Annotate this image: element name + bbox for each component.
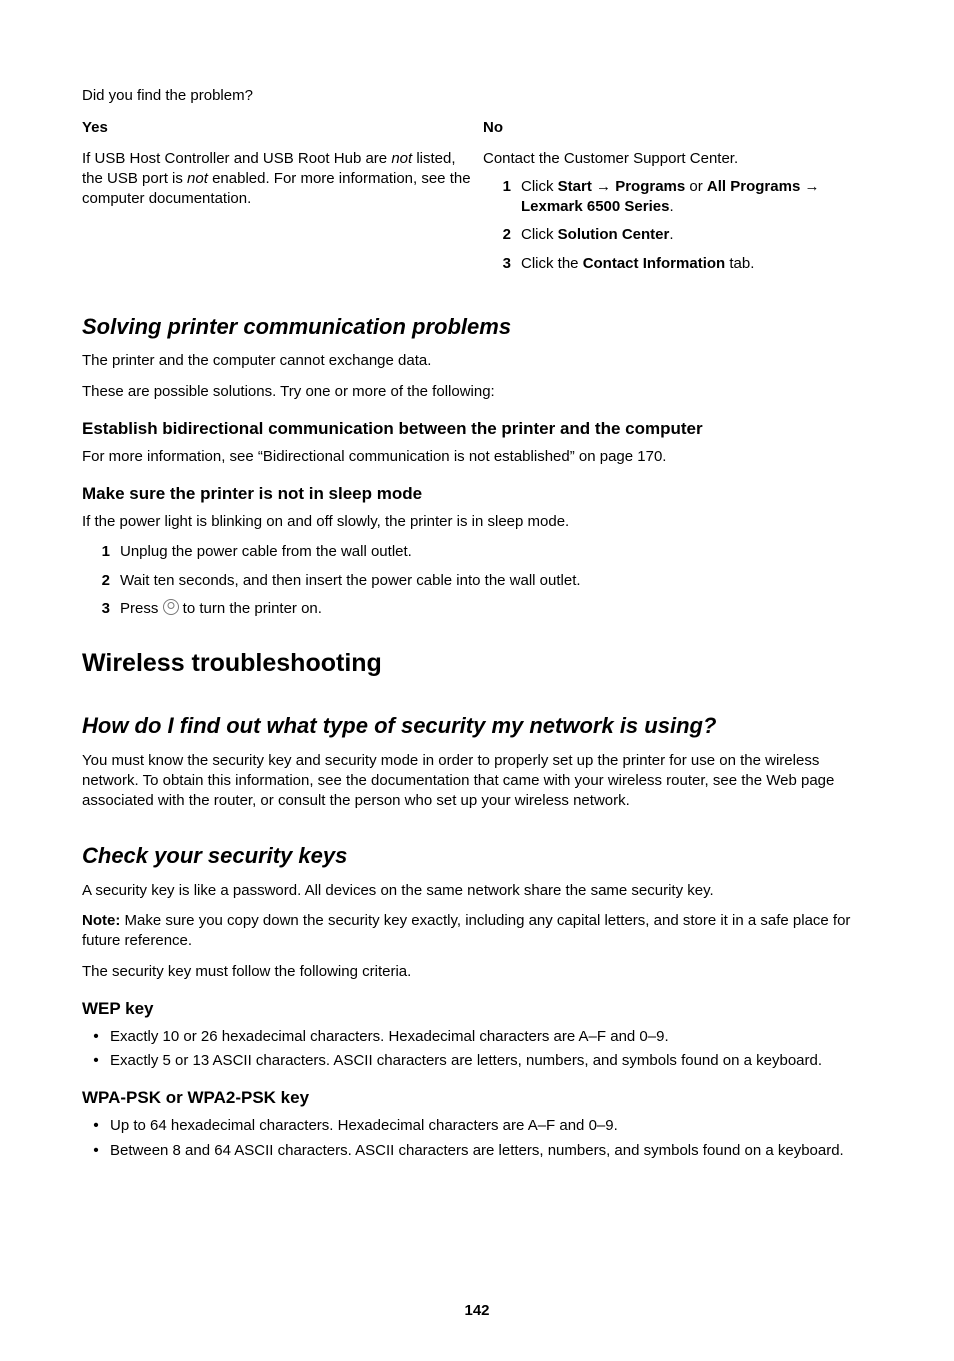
sleep-text: If the power light is blinking on and of… — [82, 512, 872, 532]
wpa-item-1: Up to 64 hexadecimal characters. Hexadec… — [82, 1116, 872, 1136]
keys-p1: A security key is like a password. All d… — [82, 881, 872, 901]
bidir-text: For more information, see “Bidirectional… — [82, 447, 872, 467]
wep-item-1: Exactly 10 or 26 hexadecimal characters.… — [82, 1027, 872, 1047]
no-steps: 1 Click Start → Programs or All Programs… — [483, 177, 872, 274]
wep-list: Exactly 10 or 26 hexadecimal characters.… — [82, 1027, 872, 1072]
no-head: No — [483, 118, 872, 138]
yes-no-columns: Yes If USB Host Controller and USB Root … — [82, 118, 872, 282]
sleep-step-2: 2 Wait ten seconds, and then insert the … — [82, 571, 872, 591]
wpa-item-2: Between 8 and 64 ASCII characters. ASCII… — [82, 1141, 872, 1161]
keys-p3: The security key must follow the followi… — [82, 962, 872, 982]
sleep-step-1: 1 Unplug the power cable from the wall o… — [82, 542, 872, 562]
no-column: No Contact the Customer Support Center. … — [477, 118, 872, 282]
no-step-2: 2 Click Solution Center. — [483, 225, 872, 245]
check-keys-title: Check your security keys — [82, 841, 872, 871]
wep-item-2: Exactly 5 or 13 ASCII characters. ASCII … — [82, 1051, 872, 1071]
power-icon — [163, 599, 179, 615]
wpa-list: Up to 64 hexadecimal characters. Hexadec… — [82, 1116, 872, 1161]
question-text: Did you find the problem? — [82, 86, 872, 106]
sleep-step-3: 3 Press to turn the printer on. — [82, 599, 872, 619]
bidir-title: Establish bidirectional communication be… — [82, 418, 872, 441]
no-step-3: 3 Click the Contact Information tab. — [483, 254, 872, 274]
yes-body: If USB Host Controller and USB Root Hub … — [82, 149, 471, 210]
security-type-title: How do I find out what type of security … — [82, 711, 872, 741]
yes-head: Yes — [82, 118, 471, 138]
solving-p2: These are possible solutions. Try one or… — [82, 382, 872, 402]
no-intro: Contact the Customer Support Center. — [483, 149, 872, 169]
solving-title: Solving printer communication problems — [82, 312, 872, 342]
wpa-title: WPA-PSK or WPA2-PSK key — [82, 1087, 872, 1110]
page-number: 142 — [82, 1301, 872, 1321]
no-step-1: 1 Click Start → Programs or All Programs… — [483, 177, 872, 218]
sleep-title: Make sure the printer is not in sleep mo… — [82, 483, 872, 506]
solving-p1: The printer and the computer cannot exch… — [82, 351, 872, 371]
wireless-title: Wireless troubleshooting — [82, 647, 872, 681]
yes-column: Yes If USB Host Controller and USB Root … — [82, 118, 477, 282]
sleep-steps: 1 Unplug the power cable from the wall o… — [82, 542, 872, 619]
security-type-text: You must know the security key and secur… — [82, 751, 872, 812]
keys-note: Note: Make sure you copy down the securi… — [82, 911, 872, 952]
wep-title: WEP key — [82, 998, 872, 1021]
